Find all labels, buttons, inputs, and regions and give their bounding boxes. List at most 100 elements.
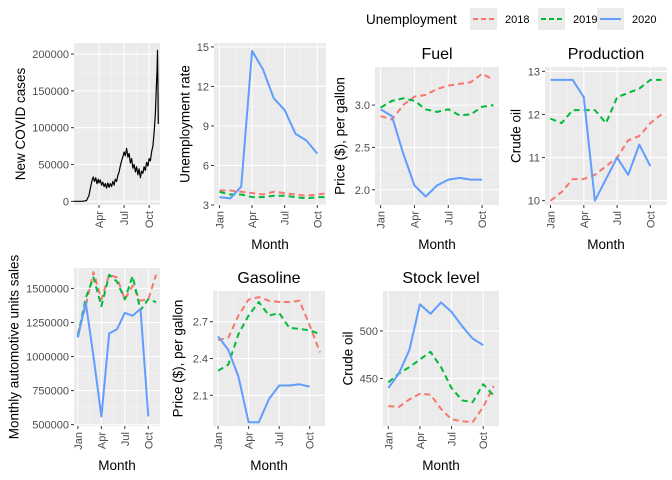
panel-background [214, 43, 326, 205]
y-tick-label: 1000000 [26, 352, 69, 364]
panel-title: Gasoline [237, 270, 300, 287]
series-line-2020 [550, 78, 652, 202]
panel-stock: 450 500 Jan Apr Jul Oct Stock level Month Crude … [340, 270, 499, 473]
series-line-2020 [76, 301, 150, 418]
panel-production: 10 11 12 13 Jan Apr Jul Oct Production Month Crude… [509, 46, 667, 252]
series-line-2019 [217, 301, 321, 372]
y-tick-label: 750000 [32, 386, 69, 398]
x-tick-label: Apr [96, 432, 108, 449]
y-axis-title: Monthly automotive units sales [7, 254, 22, 439]
series-line-2020 [217, 335, 310, 424]
series-line-2018 [217, 296, 321, 353]
legend-label-2018: 2018 [505, 14, 529, 26]
panel-title: Stock level [402, 270, 479, 287]
x-tick-label: Jan [214, 211, 226, 229]
y-axis-title: Price ($), per gallon [170, 300, 185, 418]
y-tick-label: 200000 [32, 49, 69, 61]
x-tick-label: Jan [73, 432, 85, 450]
series-line-2020 [219, 49, 319, 200]
x-tick-label: Apr [244, 432, 256, 449]
x-tick-label: Apr [94, 211, 106, 228]
y-tick-label: 12 [197, 81, 209, 93]
x-axis-title: Month [422, 458, 460, 473]
x-tick-label: Jul [274, 432, 286, 446]
x-axis-title: Month [251, 237, 289, 252]
x-tick-label: Apr [579, 211, 591, 228]
x-axis-title: Month [250, 458, 288, 473]
y-tick-label: 2.0 [355, 185, 370, 197]
y-axis-title: Crude oil [340, 331, 355, 385]
y-tick-label: 12 [528, 109, 540, 121]
y-tick-label: 2.1 [193, 390, 208, 402]
y-tick-label: 9 [203, 121, 209, 133]
x-tick-label: Jul [447, 432, 459, 446]
legend: Unemployment 2018 2019 2020 [366, 8, 656, 30]
legend-label-2019: 2019 [573, 14, 597, 26]
chart-panels: 0 50000 100000 150000 200000 Apr Jul Oct New COV… [7, 42, 667, 473]
x-tick-label: Oct [478, 432, 490, 449]
panel-title: Fuel [421, 46, 452, 63]
y-axis-title: Crude oil [509, 109, 524, 163]
y-axis-title: Price ($), per gallon [332, 77, 347, 195]
series-line [74, 49, 159, 202]
x-tick-label: Jan [546, 211, 558, 229]
y-tick-label: 2.7 [193, 317, 208, 329]
series-line-2019 [387, 350, 495, 404]
x-tick-label: Apr [247, 211, 259, 228]
y-tick-label: 1250000 [26, 317, 69, 329]
y-axis-title: Unemployment rate [178, 65, 193, 183]
x-tick-label: Oct [645, 211, 657, 228]
panel-auto-sales: 500000 750000 1000000 1250000 1500000 Jan Apr J… [7, 254, 160, 473]
y-tick-label: 3.0 [355, 100, 370, 112]
y-tick-label: 10 [528, 196, 540, 208]
y-tick-label: 3 [203, 200, 209, 212]
x-tick-label: Jan [383, 432, 395, 450]
x-tick-label: Jul [443, 211, 455, 225]
x-tick-label: Jul [119, 211, 131, 225]
panel-unemployment: 3 6 9 12 15 Jan Apr Jul Oct Month Unemployment rat… [178, 42, 329, 252]
legend-title: Unemployment [366, 12, 457, 27]
x-tick-label: Jul [120, 432, 132, 446]
x-axis-title: Month [98, 458, 136, 473]
series-line-2020 [380, 108, 483, 198]
y-tick-label: 150000 [32, 86, 69, 98]
panel-background [375, 67, 499, 205]
y-tick-label: 15 [197, 42, 209, 54]
x-tick-label: Apr [409, 211, 421, 228]
y-axis-title: New COVID cases [13, 67, 28, 180]
legend-item-2018: 2018 [470, 8, 529, 30]
series-line-2019 [380, 97, 494, 117]
y-tick-label: 2.4 [193, 354, 208, 366]
series-line-2019 [76, 273, 157, 337]
y-tick-label: 50000 [38, 160, 69, 172]
series-line-2018 [380, 72, 494, 121]
x-tick-label: Oct [144, 211, 156, 228]
legend-item-2019: 2019 [538, 8, 597, 30]
x-axis-title: Month [587, 237, 625, 252]
y-tick-label: 0 [63, 196, 69, 208]
x-tick-label: Jan [213, 432, 225, 450]
x-tick-label: Apr [415, 432, 427, 449]
x-tick-label: Oct [312, 211, 324, 228]
series-line-2018 [549, 113, 663, 202]
series-line-2018 [388, 385, 495, 424]
legend-item-2020: 2020 [597, 8, 656, 30]
y-tick-label: 13 [528, 66, 540, 78]
series-line-2018 [219, 189, 329, 197]
y-tick-label: 500000 [32, 420, 69, 432]
y-tick-label: 6 [203, 160, 209, 172]
y-tick-label: 2.5 [355, 142, 370, 154]
x-tick-label: Jul [612, 211, 624, 225]
x-tick-label: Jul [280, 211, 292, 225]
series-line-2019 [550, 78, 662, 125]
x-tick-label: Oct [305, 432, 317, 449]
legend-label-2020: 2020 [632, 14, 656, 26]
x-tick-label: Oct [477, 211, 489, 228]
panel-fuel: 2.0 2.5 3.0 Jan Apr Jul Oct Fuel Month Price ($),… [332, 46, 499, 252]
series-line-2019 [219, 190, 329, 200]
y-tick-label: 11 [529, 153, 540, 165]
x-tick-label: Jan [376, 211, 388, 229]
panel-title: Production [568, 46, 645, 63]
y-tick-label: 1500000 [26, 283, 69, 295]
